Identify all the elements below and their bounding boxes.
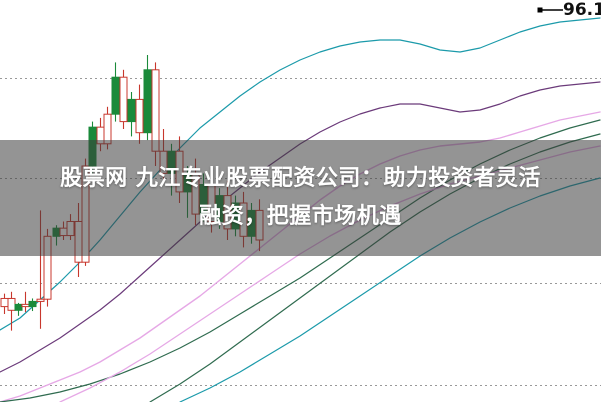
callout-leader (537, 7, 563, 13)
price-callout-label: 96.18 (563, 0, 601, 20)
headline-overlay-band: 股票网 九江专业股票配资公司：助力投资者灵活 融资，把握市场机遇 (0, 140, 601, 256)
headline-text: 股票网 九江专业股票配资公司：助力投资者灵活 融资，把握市场机遇 (60, 166, 541, 229)
